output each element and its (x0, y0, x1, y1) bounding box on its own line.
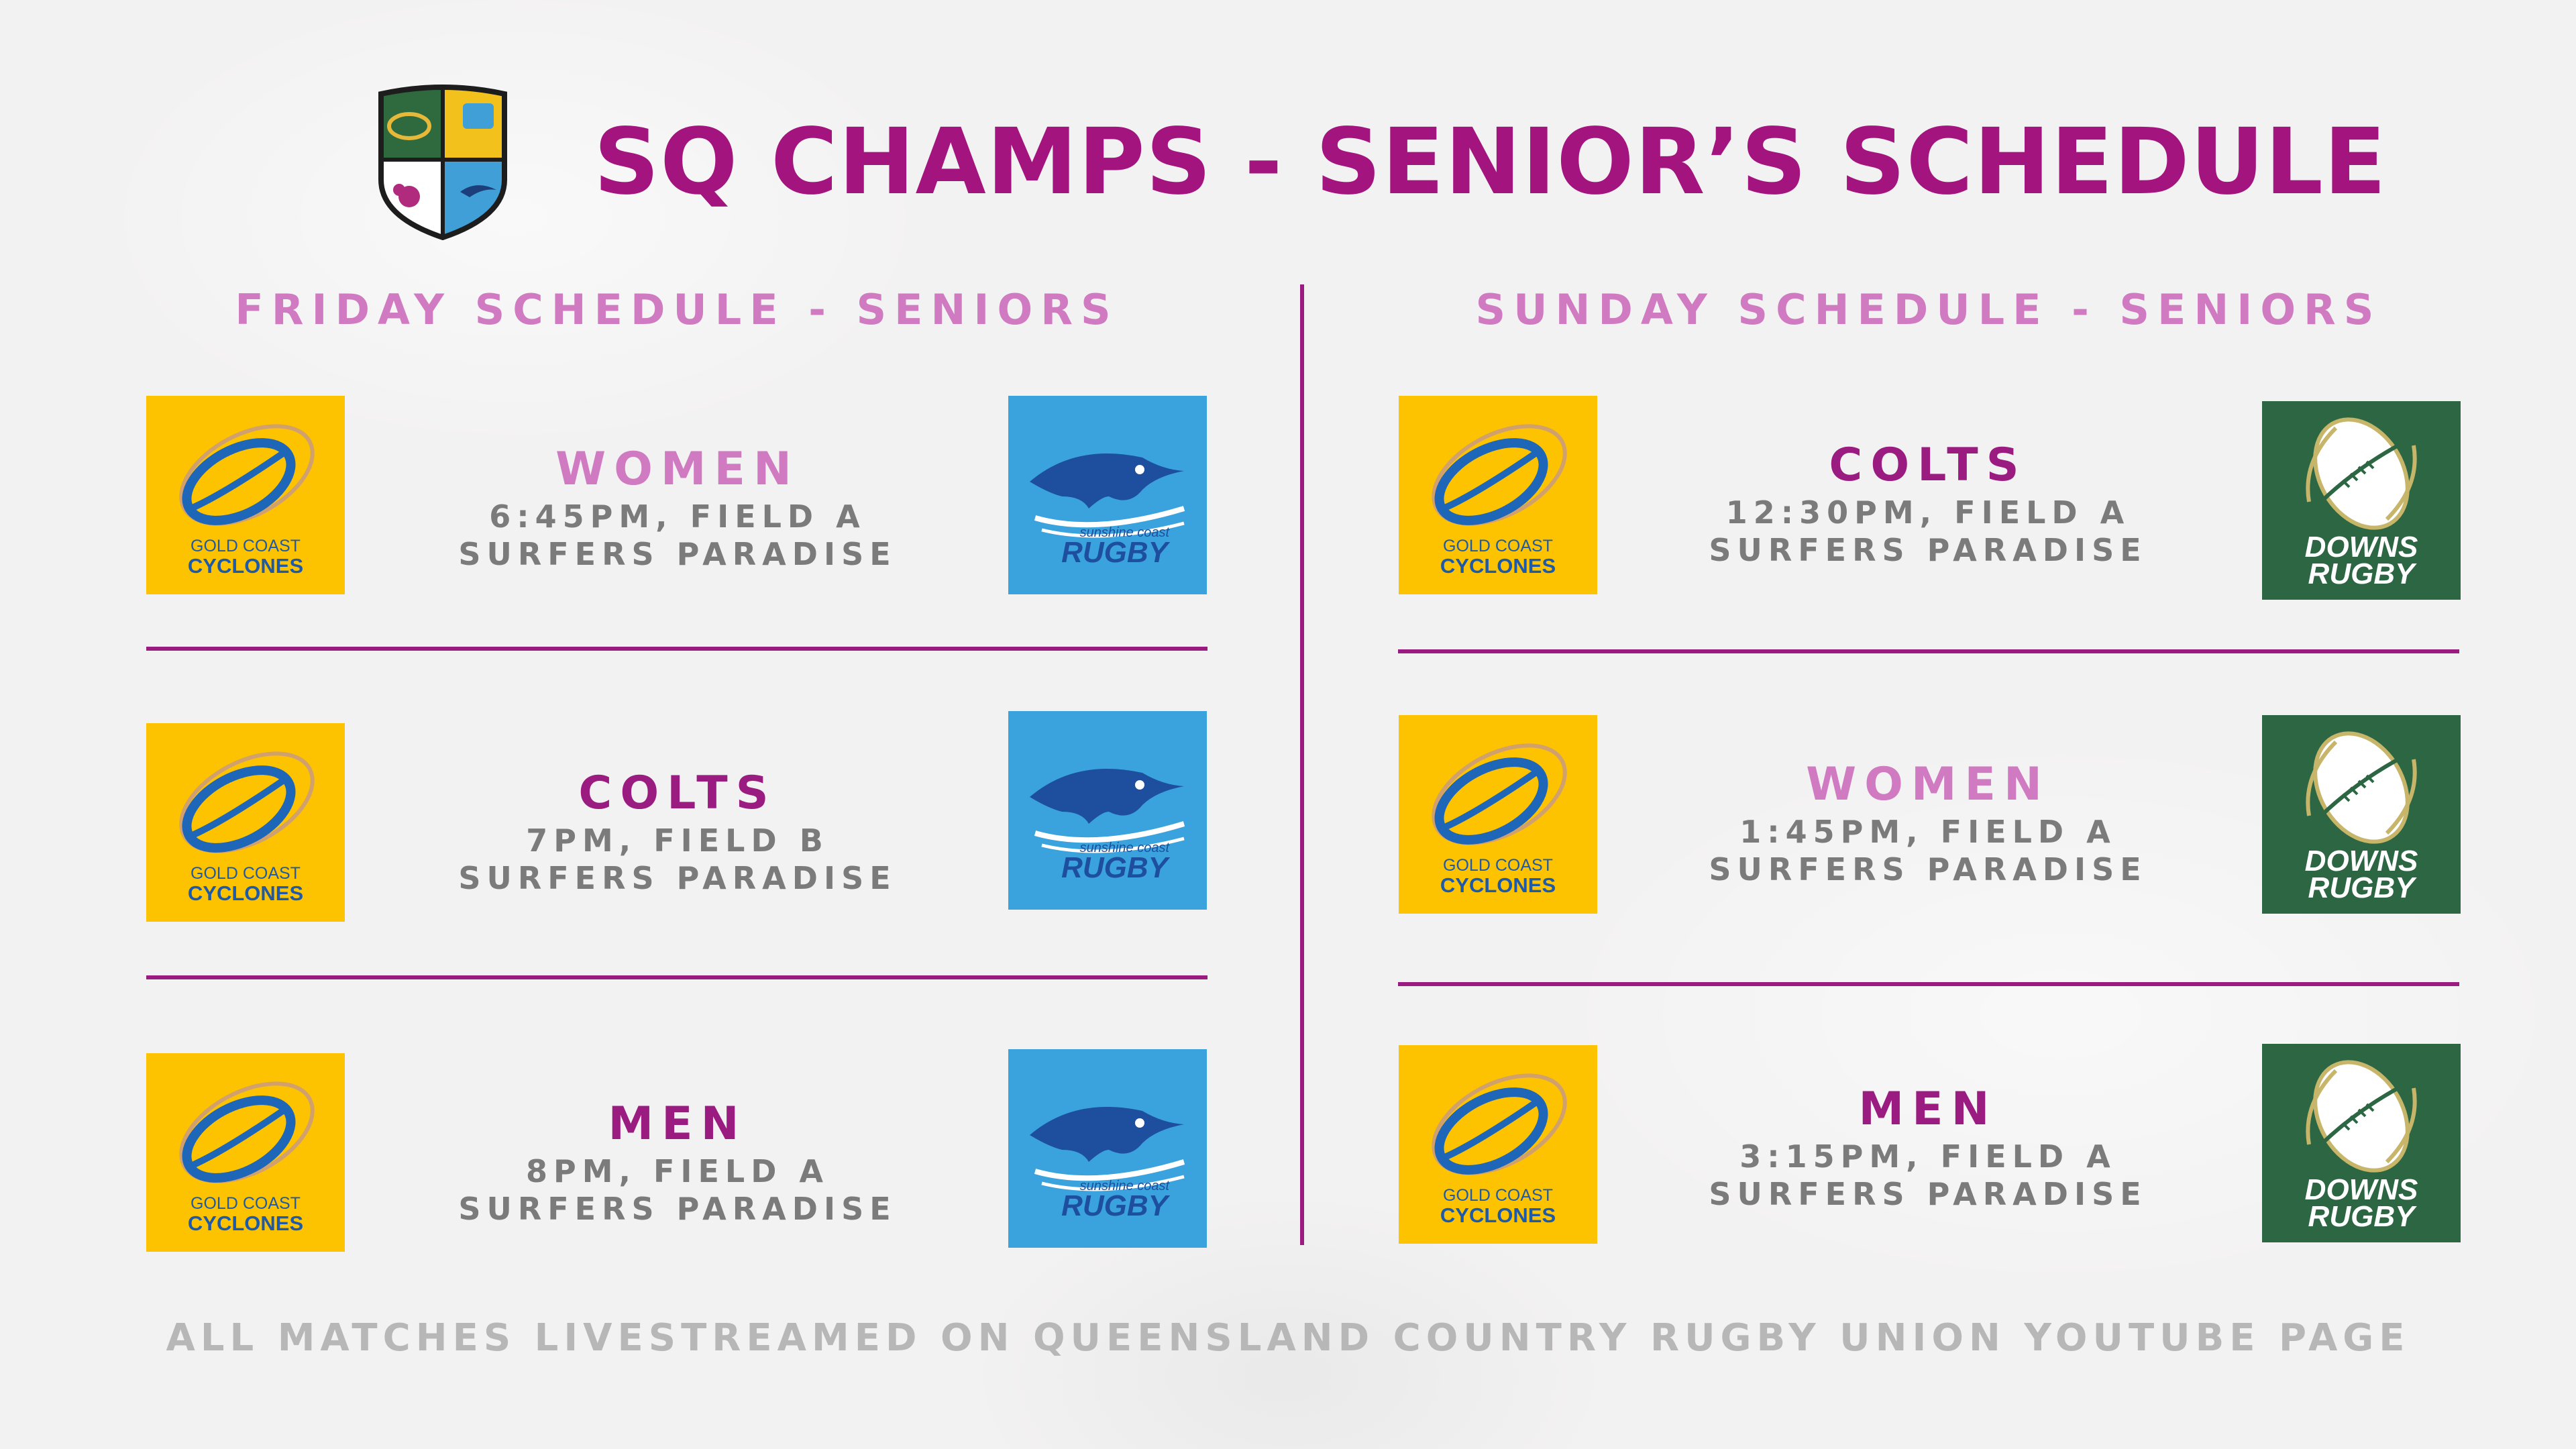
match-sunday-colts: COLTS 12:30PM, FIELD A SURFERS PARADISE (1680, 437, 2176, 569)
match-venue: SURFERS PARADISE (1709, 851, 2147, 888)
division-label: MEN (1858, 1083, 1998, 1136)
sunshine-big: RUGBY (1061, 536, 1171, 569)
row-divider (1398, 649, 2459, 653)
division-label: WOMEN (1806, 758, 2050, 811)
gold-coast-cyclones-logo: GOLD COAST CYCLONES (1399, 715, 1597, 914)
row-divider (1398, 982, 2459, 986)
gold-coast-line1: GOLD COAST (191, 537, 301, 555)
division-label: COLTS (578, 767, 777, 820)
gold-coast-line2: CYCLONES (1440, 554, 1556, 578)
downs-line1: DOWNS (2305, 531, 2418, 564)
gold-coast-line2: CYCLONES (1440, 1203, 1556, 1227)
downs-line1: DOWNS (2305, 1173, 2418, 1206)
match-time: 8PM, FIELD A (525, 1153, 830, 1189)
division-label: MEN (608, 1097, 747, 1150)
match-time: 7PM, FIELD B (526, 822, 829, 859)
sunshine-coast-rugby-logo: sunshine coast RUGBY (1008, 711, 1207, 910)
gold-coast-cyclones-logo: GOLD COAST CYCLONES (146, 396, 345, 594)
downs-line2: RUGBY (2308, 871, 2418, 904)
gold-coast-cyclones-logo: GOLD COAST CYCLONES (1399, 1045, 1597, 1244)
sunshine-coast-rugby-logo: sunshine coast RUGBY (1008, 396, 1207, 594)
downs-rugby-logo: DOWNS RUGBY (2262, 715, 2461, 914)
union-crest-icon (369, 79, 517, 241)
gold-coast-cyclones-logo: GOLD COAST CYCLONES (1399, 396, 1597, 594)
gold-coast-line1: GOLD COAST (1443, 1186, 1553, 1205)
sunshine-small: sunshine coast (1080, 841, 1171, 855)
match-friday-men: MEN 8PM, FIELD A SURFERS PARADISE (429, 1096, 926, 1228)
gold-coast-line1: GOLD COAST (191, 1194, 301, 1213)
row-divider (146, 647, 1208, 651)
gold-coast-line1: GOLD COAST (191, 864, 301, 883)
sunshine-coast-rugby-logo: sunshine coast RUGBY (1008, 1049, 1207, 1248)
match-venue: SURFERS PARADISE (458, 1191, 897, 1227)
livestream-footer: ALL MATCHES LIVESTREAMED ON QUEENSLAND C… (166, 1316, 2410, 1360)
downs-rugby-logo: DOWNS RUGBY (2262, 401, 2461, 600)
match-venue: SURFERS PARADISE (458, 860, 897, 896)
match-sunday-men: MEN 3:15PM, FIELD A SURFERS PARADISE (1680, 1081, 2176, 1213)
gold-coast-cyclones-logo: GOLD COAST CYCLONES (146, 723, 345, 922)
match-friday-women: WOMEN 6:45PM, FIELD A SURFERS PARADISE (429, 441, 926, 573)
match-time: 1:45PM, FIELD A (1739, 814, 2116, 850)
match-time: 12:30PM, FIELD A (1725, 494, 2131, 531)
gold-coast-line2: CYCLONES (188, 1212, 303, 1235)
sunshine-small: sunshine coast (1080, 1179, 1171, 1193)
gold-coast-line2: CYCLONES (1440, 873, 1556, 897)
gold-coast-line1: GOLD COAST (1443, 537, 1553, 555)
match-time: 3:15PM, FIELD A (1739, 1138, 2116, 1175)
column-divider (1300, 284, 1304, 1245)
downs-rugby-logo: DOWNS RUGBY (2262, 1044, 2461, 1242)
downs-line2: RUGBY (2308, 1200, 2418, 1233)
division-label: COLTS (1829, 439, 2027, 492)
gold-coast-line2: CYCLONES (188, 554, 303, 578)
match-venue: SURFERS PARADISE (1709, 532, 2147, 568)
sunshine-small: sunshine coast (1080, 525, 1171, 540)
row-divider (146, 975, 1208, 979)
match-venue: SURFERS PARADISE (1709, 1176, 2147, 1212)
match-time: 6:45PM, FIELD A (489, 498, 866, 535)
match-sunday-women: WOMEN 1:45PM, FIELD A SURFERS PARADISE (1680, 757, 2176, 888)
gold-coast-line1: GOLD COAST (1443, 856, 1553, 875)
friday-schedule-heading: FRIDAY SCHEDULE - SENIORS (235, 285, 1119, 334)
match-friday-colts: COLTS 7PM, FIELD B SURFERS PARADISE (429, 765, 926, 897)
sunshine-big: RUGBY (1061, 1189, 1171, 1222)
downs-line2: RUGBY (2308, 557, 2418, 590)
sunday-schedule-heading: SUNDAY SCHEDULE - SENIORS (1475, 285, 2382, 334)
division-label: WOMEN (555, 443, 800, 496)
page-title: SQ CHAMPS - SENIOR’S SCHEDULE (594, 109, 2387, 215)
downs-line1: DOWNS (2305, 845, 2418, 877)
match-venue: SURFERS PARADISE (458, 536, 897, 572)
sunshine-big: RUGBY (1061, 851, 1171, 884)
gold-coast-line2: CYCLONES (188, 881, 303, 905)
gold-coast-cyclones-logo: GOLD COAST CYCLONES (146, 1053, 345, 1252)
